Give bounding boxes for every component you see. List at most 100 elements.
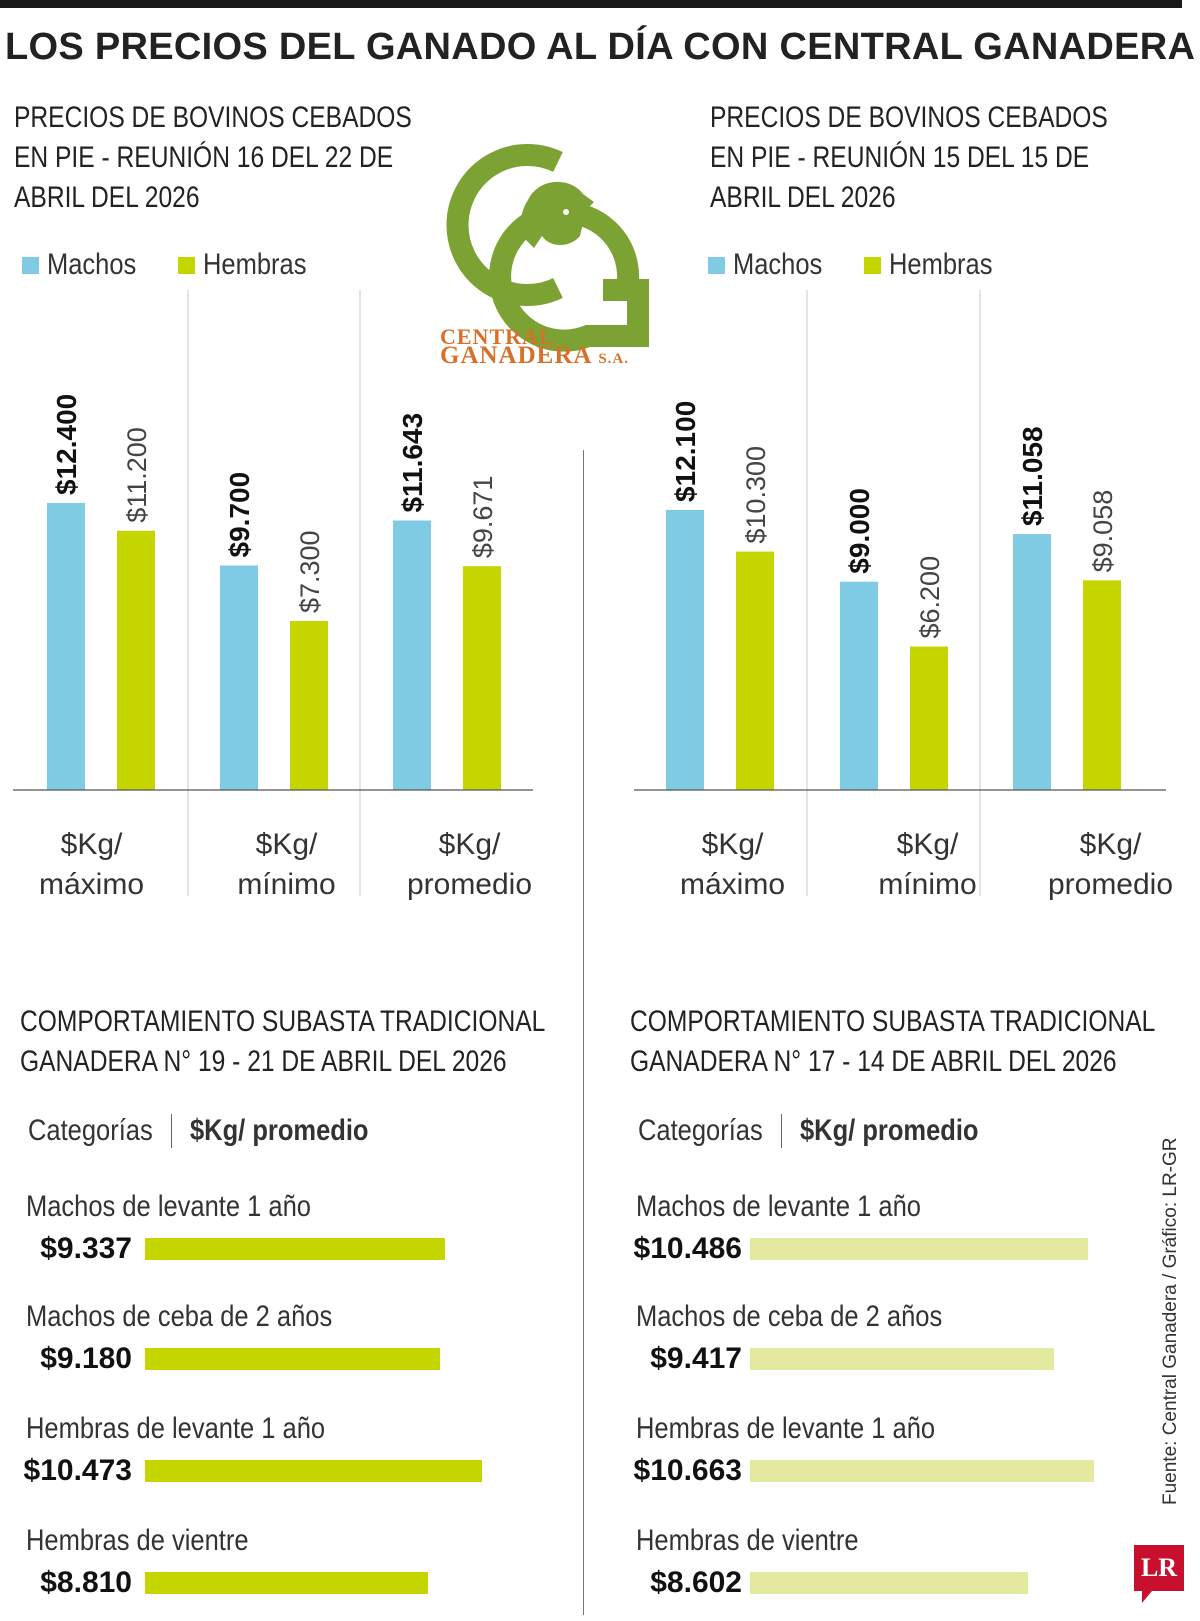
bar-label-machos: $9.700 xyxy=(224,472,255,558)
row-value: $9.180 xyxy=(40,1342,132,1375)
header-categorias: Categorías xyxy=(638,1114,763,1147)
row-label: Machos de levante 1 año xyxy=(26,1190,311,1223)
chart-2-title-line: ABRIL DEL 2026 xyxy=(710,181,896,214)
chart-1-title-line: ABRIL DEL 2026 xyxy=(14,181,200,214)
category-label-line: promedio xyxy=(1047,868,1174,901)
category-label-line: $Kg/ xyxy=(60,828,123,861)
chart-1-legend: Machos Hembras xyxy=(22,248,325,282)
bar-label-machos: $11.058 xyxy=(1017,426,1048,526)
auction-1-title: COMPORTAMIENTO SUBASTA TRADICIONAL GANAD… xyxy=(20,1002,545,1082)
auction-2-title-line: GANADERA N° 17 - 14 DE ABRIL DEL 2026 xyxy=(630,1045,1117,1078)
bar-label-hembras: $7.300 xyxy=(295,530,325,613)
category-label-line: promedio xyxy=(406,868,533,901)
chart-2-category-label: $Kg/ mínimo xyxy=(840,825,1015,905)
bar-hembras xyxy=(290,621,328,790)
row-label: Machos de levante 1 año xyxy=(636,1190,921,1223)
auction-2-title: COMPORTAMIENTO SUBASTA TRADICIONAL GANAD… xyxy=(630,1002,1155,1082)
category-label-line: $Kg/ xyxy=(1079,828,1142,861)
row-bar xyxy=(750,1460,1094,1482)
row-bar xyxy=(750,1572,1028,1594)
main-title: LOS PRECIOS DEL GANADO AL DÍA CON CENTRA… xyxy=(5,26,1196,68)
row-value: $8.602 xyxy=(650,1566,742,1599)
bar-hembras xyxy=(1083,580,1121,790)
legend-machos-swatch xyxy=(22,256,39,274)
source-credit: Fuente: Central Ganadera / Gráfico: LR-G… xyxy=(1160,1137,1181,1506)
category-label-line: $Kg/ xyxy=(255,828,318,861)
bar-machos xyxy=(666,509,704,790)
bar-label-hembras: $9.671 xyxy=(468,476,498,559)
header-separator xyxy=(780,1114,782,1148)
lr-badge: LR xyxy=(1134,1545,1184,1603)
top-rule xyxy=(0,0,1182,8)
logo-text-central: CENTRAL xyxy=(440,324,555,349)
row-label: Machos de ceba de 2 años xyxy=(26,1300,333,1333)
chart-1-category-label: $Kg/ máximo xyxy=(4,825,179,905)
row-value: $9.417 xyxy=(650,1342,742,1375)
row-value: $10.486 xyxy=(633,1232,742,1265)
header-categorias: Categorías xyxy=(28,1114,153,1147)
chart-1-category-label: $Kg/ promedio xyxy=(382,825,557,905)
chart-2-title-line: PRECIOS DE BOVINOS CEBADOS xyxy=(710,101,1108,134)
bar-machos xyxy=(47,503,85,790)
bar-machos xyxy=(1013,534,1051,790)
bar-hembras xyxy=(736,551,774,790)
chart-1-title: PRECIOS DE BOVINOS CEBADOS EN PIE - REUN… xyxy=(14,98,412,218)
row-label: Machos de ceba de 2 años xyxy=(636,1300,943,1333)
row-bar xyxy=(145,1238,445,1260)
bar-label-hembras: $11.200 xyxy=(122,427,152,523)
bar-machos xyxy=(220,565,258,790)
bar-hembras xyxy=(117,530,155,790)
row-bar xyxy=(145,1460,482,1482)
logo-text-suffix: S.A. xyxy=(598,351,630,367)
legend-machos-label: Machos xyxy=(47,248,137,281)
bar-label-hembras: $10.300 xyxy=(741,446,771,544)
row-value: $10.663 xyxy=(633,1454,742,1487)
chart-1-title-line: PRECIOS DE BOVINOS CEBADOS xyxy=(14,101,412,134)
bar-label-machos: $11.643 xyxy=(397,413,428,513)
category-label-line: $Kg/ xyxy=(438,828,501,861)
legend-hembras-swatch xyxy=(864,256,882,274)
bar-label-machos: $12.100 xyxy=(670,401,701,502)
category-label-line: máximo xyxy=(38,868,144,901)
bar-hembras xyxy=(910,646,948,790)
lr-badge-icon xyxy=(1134,1545,1184,1603)
auction-1-title-line: COMPORTAMIENTO SUBASTA TRADICIONAL xyxy=(20,1005,546,1038)
logo-text-ganadera-word: GANADERA xyxy=(440,342,592,369)
chart-1-category-label: $Kg/ mínimo xyxy=(199,825,374,905)
legend-hembras-label: Hembras xyxy=(203,248,307,281)
chart-2-legend: Machos Hembras xyxy=(708,248,1011,282)
bar-hembras xyxy=(463,566,501,790)
category-label-line: $Kg/ xyxy=(896,828,959,861)
auction-2-title-line: COMPORTAMIENTO SUBASTA TRADICIONAL xyxy=(630,1005,1156,1038)
row-label: Hembras de levante 1 año xyxy=(636,1412,936,1445)
chart-1-plot: $12.400 $9.700 $11.643 $11.200 $7.300 $9.671 xyxy=(13,290,533,896)
category-label-line: mínimo xyxy=(237,868,336,901)
chart-1-title-line: EN PIE - REUNIÓN 16 DEL 22 DE xyxy=(14,141,394,174)
bar-machos xyxy=(840,581,878,790)
row-label: Hembras de levante 1 año xyxy=(26,1412,326,1445)
bar-label-machos: $12.400 xyxy=(51,394,82,495)
row-value: $9.337 xyxy=(40,1232,132,1265)
logo-mark-icon xyxy=(446,144,649,352)
lr-badge-text: LR xyxy=(1140,1553,1178,1582)
chart-2-title: PRECIOS DE BOVINOS CEBADOS EN PIE - REUN… xyxy=(710,98,1108,218)
auction-1-title-line: GANADERA N° 19 - 21 DE ABRIL DEL 2026 xyxy=(20,1045,507,1078)
legend-hembras-swatch xyxy=(178,256,196,274)
legend-machos-swatch xyxy=(708,256,725,274)
legend-hembras-label: Hembras xyxy=(889,248,993,281)
header-value: $Kg/ promedio xyxy=(189,1114,369,1147)
row-label: Hembras de vientre xyxy=(636,1524,859,1557)
chart-2-title-line: EN PIE - REUNIÓN 15 DEL 15 DE xyxy=(710,141,1090,174)
row-label: Hembras de vientre xyxy=(26,1524,249,1557)
row-bar xyxy=(145,1348,440,1370)
chart-2-category-label: $Kg/ máximo xyxy=(645,825,820,905)
row-bar xyxy=(750,1348,1054,1370)
header-separator xyxy=(170,1114,172,1148)
chart-2-category-label: $Kg/ promedio xyxy=(1023,825,1198,905)
auction-1-header: Categorías $Kg/ promedio xyxy=(28,1114,400,1148)
row-bar xyxy=(145,1572,428,1594)
bar-label-hembras: $6.200 xyxy=(915,556,945,639)
bar-label-machos: $9.000 xyxy=(844,488,875,574)
row-bar xyxy=(750,1238,1088,1260)
chart-2-plot: $12.100 $9.000 $11.058 $10.300 $6.200 $9.058 xyxy=(634,290,1166,896)
